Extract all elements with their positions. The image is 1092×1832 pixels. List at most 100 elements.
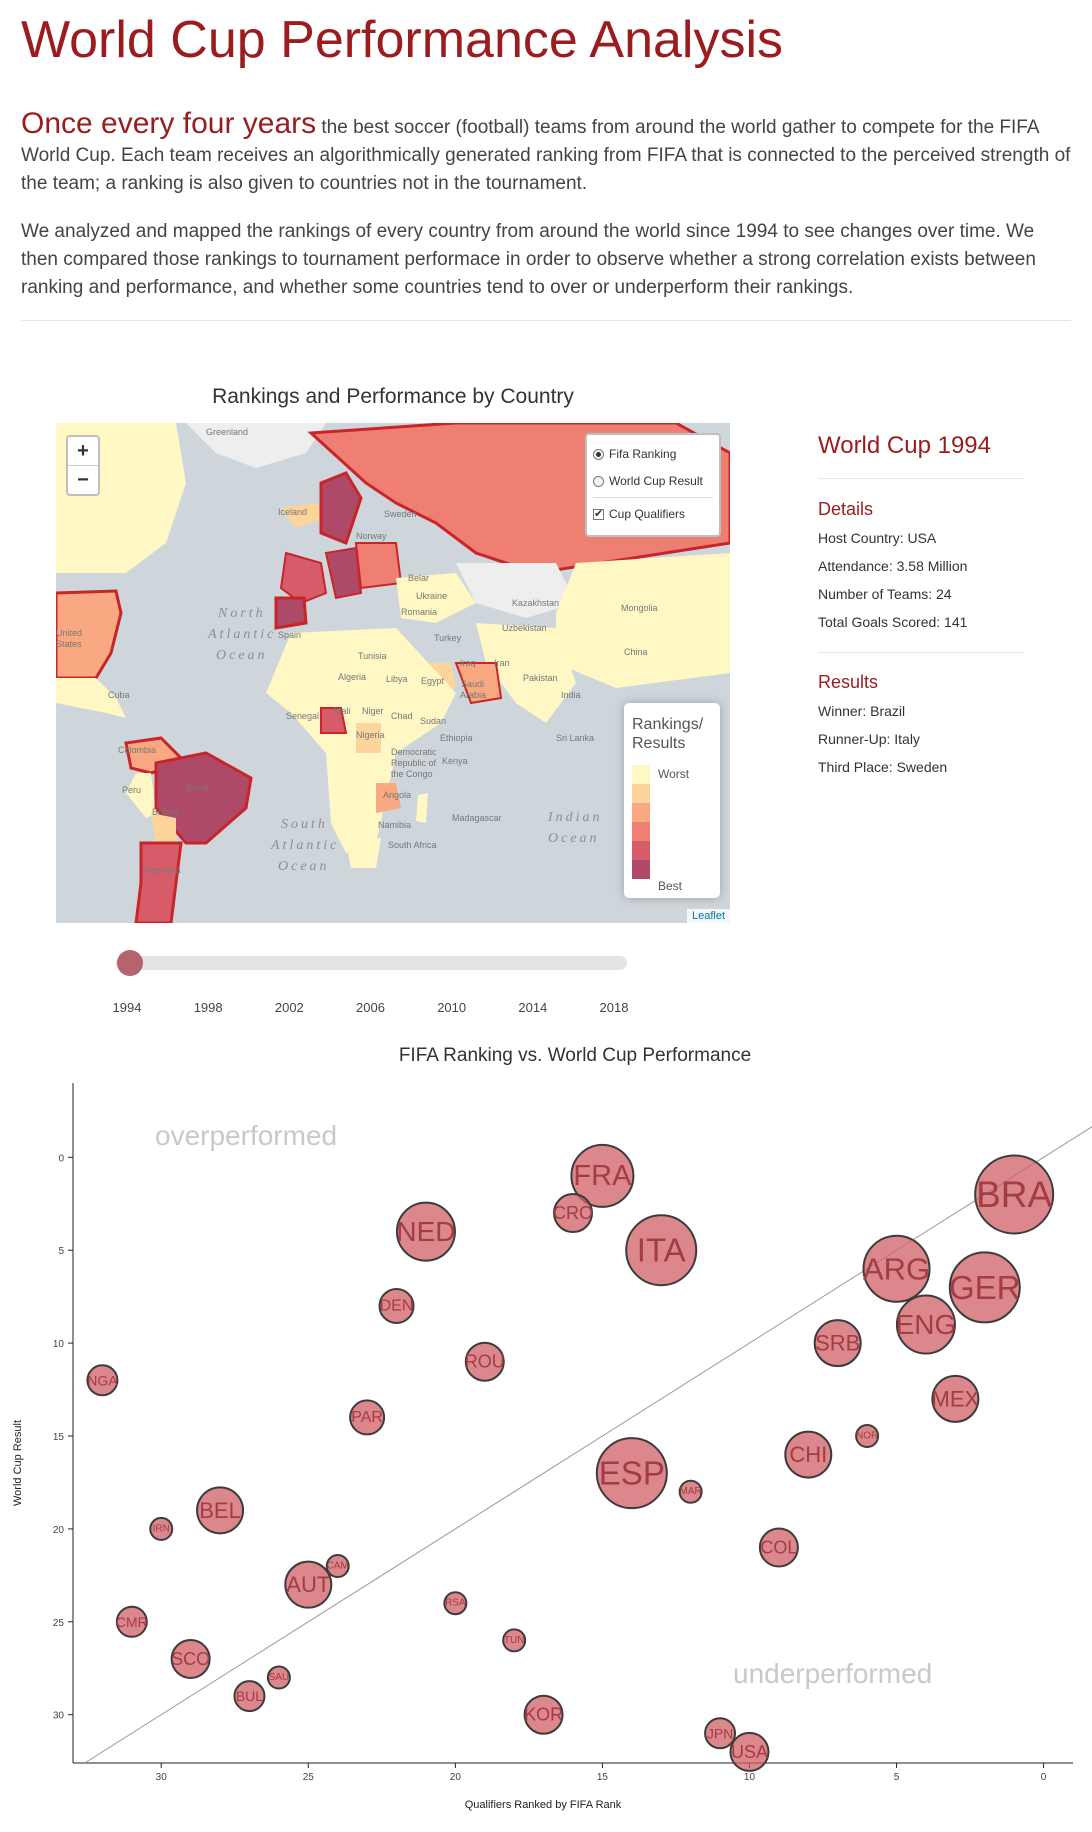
bubble-label-eng: ENG	[896, 1309, 957, 1340]
bubble-label-rsa: RSA	[445, 1598, 466, 1609]
slider-year-tick[interactable]: 2014	[518, 1000, 548, 1015]
label-united-states-1: United	[56, 628, 82, 638]
bubble-label-cro: CRO	[553, 1203, 593, 1223]
label-sudan: Sudan	[420, 716, 446, 726]
fifa-ranking-radio[interactable]	[593, 448, 604, 460]
bubble-jpn	[704, 1717, 737, 1750]
map-title: Rankings and Performance by Country	[212, 385, 574, 408]
layer-option-world-cup-result[interactable]: World Cup Result	[593, 474, 703, 488]
choropleth-map[interactable]: Greenland Iceland United States Cuba Col…	[56, 423, 730, 923]
label-norway: Norway	[356, 531, 387, 541]
y-tick-label: 30	[53, 1711, 65, 1722]
slider-year-tick[interactable]: 2006	[356, 1000, 385, 1015]
land-argentina[interactable]	[134, 841, 183, 923]
bubble-label-irn: IRN	[153, 1523, 170, 1534]
bubble-label-chi: CHI	[789, 1442, 827, 1467]
bubble-esp	[595, 1437, 668, 1510]
legend-swatch	[632, 803, 650, 822]
label-algeria: Algeria	[338, 672, 366, 682]
label-madagascar: Madagascar	[452, 813, 502, 823]
bubble-label-bra: BRA	[976, 1174, 1052, 1215]
label-iceland: Iceland	[278, 507, 307, 517]
legend-title: Rankings/ Results	[632, 715, 703, 753]
ocean-label-5: Atlantic	[270, 838, 339, 853]
bubble-col	[758, 1527, 799, 1568]
bubble-bel	[196, 1486, 245, 1535]
year-slider-handle[interactable]	[117, 950, 143, 976]
label-turkey: Turkey	[434, 633, 462, 643]
zoom-in-button[interactable]: +	[77, 440, 89, 462]
bubble-label-aut: AUT	[286, 1572, 330, 1597]
bubble-irn	[149, 1516, 174, 1541]
x-tick-label: 15	[597, 1772, 609, 1783]
bubble-label-mar: MAR	[680, 1486, 702, 1497]
slider-year-tick[interactable]: 2002	[274, 1000, 304, 1015]
intro-text: the best soccer (football) teams from ar…	[21, 117, 1071, 194]
zoom-out-button[interactable]: −	[68, 465, 98, 494]
x-axis-title: Qualifiers Ranked by FIFA Rank	[465, 1799, 622, 1811]
bubble-tun	[502, 1628, 527, 1653]
ocean-label-1: North	[217, 606, 266, 621]
label-sweden: Sweden	[384, 509, 417, 519]
label-south-africa: South Africa	[388, 840, 437, 850]
land-china-region	[556, 553, 730, 688]
label-senegal: Senegal	[286, 711, 319, 721]
bubble-nor	[855, 1424, 880, 1449]
leaflet-attribution-link[interactable]: Leaflet	[686, 909, 730, 923]
world-cup-result-label: World Cup Result	[609, 474, 703, 488]
bubble-mex	[931, 1374, 980, 1423]
y-tick-label: 5	[58, 1246, 64, 1257]
land-kazakhstan	[456, 563, 576, 618]
layer-option-fifa-ranking[interactable]: Fifa Ranking	[593, 447, 676, 461]
scatter-title: FIFA Ranking vs. World Cup Performance	[398, 1045, 752, 1066]
slider-year-tick[interactable]: 2018	[599, 1000, 629, 1015]
y-tick-label: 10	[53, 1339, 65, 1350]
land-south-africa	[346, 838, 381, 868]
cup-qualifiers-checkbox[interactable]: ✔	[593, 507, 604, 520]
bubble-label-rou: ROU	[465, 1352, 505, 1372]
label-saudi-arabia-1: Saudi	[461, 679, 484, 689]
legend-best-label: Best	[658, 879, 683, 893]
land-brazil[interactable]	[154, 751, 253, 845]
host-country: Host Country: USA	[818, 530, 937, 546]
slider-year-tick[interactable]: 2010	[437, 1000, 467, 1015]
bubble-label-bel: BEL	[199, 1498, 241, 1523]
fifa-ranking-label: Fifa Ranking	[609, 447, 677, 461]
bubble-label-srb: SRB	[815, 1331, 860, 1356]
land-sweden-norway[interactable]	[319, 471, 363, 545]
land-usa[interactable]	[56, 589, 123, 680]
layer-option-cup-qualifiers[interactable]: ✔ Cup Qualifiers	[593, 507, 685, 521]
bubble-label-fra: FRA	[573, 1160, 632, 1192]
label-india: India	[561, 690, 581, 700]
land-france[interactable]	[279, 551, 328, 605]
world-cup-result-radio[interactable]	[593, 475, 604, 487]
runner-up: Runner-Up: Italy	[818, 731, 920, 747]
bubble-label-sau: SAU	[269, 1672, 290, 1683]
slider-year-tick[interactable]: 1998	[193, 1000, 223, 1015]
land-saudi-arabia[interactable]	[454, 662, 503, 705]
year-slider-track[interactable]	[116, 956, 627, 970]
bubble-sau	[266, 1665, 291, 1690]
bubble-cro	[553, 1193, 593, 1234]
land-germany[interactable]	[324, 546, 363, 600]
land-eastern-europe[interactable]	[354, 542, 403, 590]
land-spain[interactable]	[274, 596, 308, 630]
zoom-control: + −	[66, 435, 100, 496]
legend-swatch	[632, 822, 650, 841]
sidebar-divider	[818, 478, 1023, 479]
land-nigeria[interactable]	[320, 707, 348, 734]
ocean-label-6: Ocean	[278, 859, 330, 874]
label-pakistan: Pakistan	[523, 673, 558, 683]
label-united-states-2: States	[56, 639, 82, 649]
overperformed-label: overperformed	[155, 1120, 337, 1151]
bubble-label-cam: CAM	[327, 1561, 349, 1572]
x-tick-label: 0	[1041, 1772, 1047, 1783]
ocean-label-7: Indian	[547, 810, 603, 825]
bubble-cam	[325, 1554, 350, 1579]
divider	[21, 320, 1071, 321]
label-ukraine: Ukraine	[416, 591, 447, 601]
legend-swatch	[632, 860, 650, 879]
bubble-label-esp: ESP	[599, 1455, 665, 1492]
x-tick-label: 20	[450, 1772, 462, 1783]
slider-year-tick[interactable]: 1994	[112, 1000, 142, 1015]
